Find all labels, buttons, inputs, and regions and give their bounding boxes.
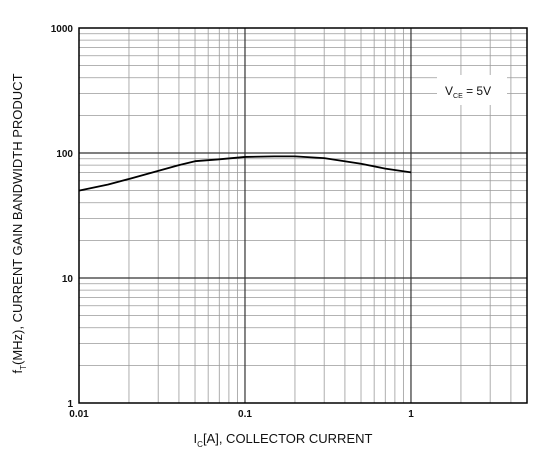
annotation-label: VCE = 5V xyxy=(445,84,491,100)
y-axis-title-sub: T xyxy=(19,365,28,370)
series-layer xyxy=(78,155,412,192)
y-tick-label: 1000 xyxy=(51,24,74,35)
annotation-box: VCE = 5V xyxy=(437,75,507,105)
y-tick-label: 1 xyxy=(67,399,73,410)
x-axis-title-rest: [A], COLLECTOR CURRENT xyxy=(203,431,373,446)
y-tick-labels: 1 10 100 1000 xyxy=(51,24,74,410)
x-tick-labels: 0.01 0.1 1 xyxy=(69,409,414,420)
y-tick-label: 100 xyxy=(56,149,73,160)
annotation-sub: CE xyxy=(453,93,463,100)
x-tick-label: 1 xyxy=(408,409,414,420)
annotation-rest: = 5V xyxy=(463,84,491,98)
plot-frame xyxy=(78,27,528,404)
y-axis-title-rest: (MHz), CURRENT GAIN BANDWIDTH PRODUCT xyxy=(10,73,25,365)
x-tick-label: 0.1 xyxy=(238,409,252,420)
annotation-background xyxy=(437,75,507,105)
x-axis-title-sub: C xyxy=(197,440,203,449)
x-tick-label: 0.01 xyxy=(69,409,89,420)
annotation-prefix: V xyxy=(445,84,453,98)
x-axis-title: IC[A], COLLECTOR CURRENT xyxy=(194,431,373,449)
x-axis-title-prefix: I xyxy=(194,431,198,446)
series-line-0 xyxy=(78,155,412,192)
y-axis-title: fT(MHz), CURRENT GAIN BANDWIDTH PRODUCT xyxy=(10,73,28,373)
y-tick-label: 10 xyxy=(62,274,74,285)
grid-major xyxy=(79,28,527,403)
y-axis-title-prefix: f xyxy=(10,370,25,374)
